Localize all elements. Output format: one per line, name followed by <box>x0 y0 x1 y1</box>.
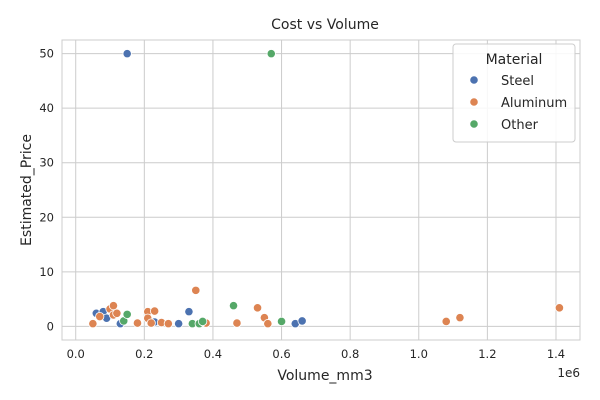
point-aluminum <box>191 285 201 295</box>
y-tick-label: 10 <box>39 265 54 279</box>
legend-box <box>452 43 576 143</box>
y-axis-label: Estimated_Price <box>19 134 35 246</box>
legend-label-other: Other <box>501 118 539 133</box>
x-offset-label: 1e6 <box>557 366 580 380</box>
x-axis-label: Volume_mm3 <box>277 368 372 384</box>
x-tick-label: 1.0 <box>410 347 428 361</box>
point-aluminum <box>146 318 156 328</box>
y-tick-label: 40 <box>39 101 54 115</box>
y-tick-labels: 0 10 20 30 40 50 <box>39 47 54 334</box>
legend-label-steel: Steel <box>501 74 534 89</box>
legend-marker-steel <box>469 75 479 85</box>
y-tick-label: 50 <box>39 47 54 61</box>
point-aluminum <box>132 318 143 328</box>
point-aluminum <box>95 311 105 322</box>
x-tick-label: 0.2 <box>135 347 153 361</box>
legend: Material Steel Aluminum Other <box>452 43 576 143</box>
x-tick-label: 0.6 <box>272 347 290 361</box>
point-aluminum <box>163 319 173 329</box>
point-aluminum <box>88 319 98 329</box>
point-aluminum <box>554 303 565 313</box>
x-tick-label: 1.4 <box>547 347 565 361</box>
x-tick-label: 0.0 <box>67 347 85 361</box>
point-aluminum <box>252 303 263 313</box>
point-other <box>198 316 208 327</box>
point-steel <box>174 319 184 329</box>
point-steel <box>122 49 132 59</box>
legend-marker-aluminum <box>469 97 479 107</box>
data-points <box>88 49 565 329</box>
point-other <box>122 309 132 319</box>
chart-title: Cost vs Volume <box>271 17 379 33</box>
x-tick-label: 0.4 <box>204 347 222 361</box>
point-other <box>276 316 287 327</box>
legend-title: Material <box>486 52 543 68</box>
point-aluminum <box>150 306 160 316</box>
point-other <box>228 301 239 311</box>
x-tick-label: 1.2 <box>478 347 496 361</box>
point-aluminum <box>112 308 122 318</box>
point-steel <box>184 307 194 317</box>
x-tick-labels: 0.0 0.2 0.4 0.6 0.8 1.0 1.2 1.4 <box>67 347 566 361</box>
point-other <box>266 49 276 59</box>
point-steel <box>297 316 307 326</box>
y-tick-label: 20 <box>39 210 54 224</box>
plot-frame <box>61 39 581 341</box>
legend-marker-other <box>469 119 479 129</box>
point-aluminum <box>441 316 451 327</box>
y-tick-label: 0 <box>47 319 54 333</box>
point-aluminum <box>263 319 273 329</box>
point-aluminum <box>108 301 119 311</box>
point-aluminum <box>232 318 242 328</box>
legend-label-aluminum: Aluminum <box>501 96 567 111</box>
x-tick-label: 0.8 <box>341 347 359 361</box>
point-aluminum <box>455 313 465 323</box>
y-tick-label: 30 <box>39 156 54 170</box>
